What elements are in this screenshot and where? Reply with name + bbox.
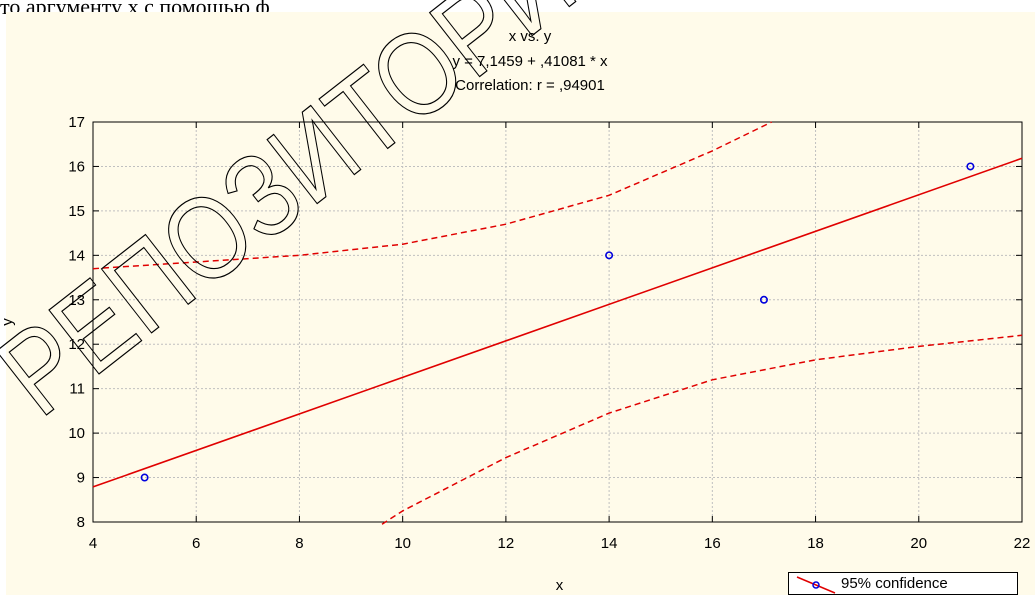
axis-ticks: 4 6 8 10 12 14 16 18 20 22 8 9 10 11 12 13 14 15 16 17: [68, 114, 1030, 552]
confidence-bands: [92, 121, 1023, 525]
data-point: [759, 295, 768, 304]
x-tick-label: 12: [498, 535, 515, 552]
regression-line: [92, 157, 1023, 488]
correlation-text: Correlation: r = ,94901: [455, 77, 605, 94]
x-tick-label: 4: [89, 535, 97, 552]
x-tick-label: 20: [910, 535, 927, 552]
regression-fit: [92, 157, 1023, 488]
x-tick-label: 10: [394, 535, 411, 552]
regression-equation: y = 7,1459 + ,41081 * x: [452, 53, 608, 70]
y-tick-label: 11: [69, 381, 85, 398]
y-tick-label: 9: [77, 470, 85, 487]
grid: [93, 122, 1022, 522]
data-point: [140, 473, 149, 482]
data-point: [966, 162, 975, 171]
y-tick-label: 17: [68, 114, 85, 131]
y-tick-label: 16: [68, 158, 85, 175]
chart-title: x vs. y: [508, 28, 552, 45]
y-tick-label: 10: [68, 425, 85, 442]
x-tick-label: 6: [192, 535, 200, 552]
data-points: [140, 162, 975, 482]
upper-confidence-band: [92, 121, 773, 270]
x-tick-label: 14: [601, 535, 618, 552]
legend: 95% confidence: [788, 572, 1018, 595]
x-axis-label: x: [556, 577, 564, 594]
data-point: [605, 251, 614, 260]
y-tick-label: 13: [68, 292, 85, 309]
legend-swatch-icon: [796, 576, 836, 594]
chart-panel: [6, 12, 1035, 595]
y-tick-label: 8: [77, 514, 85, 531]
x-tick-label: 16: [704, 535, 721, 552]
y-tick-label: 12: [68, 336, 85, 353]
legend-label: 95% confidence: [841, 575, 948, 592]
plot-frame: [92, 121, 1023, 523]
x-tick-label: 8: [295, 535, 303, 552]
y-tick-label: 14: [68, 247, 85, 264]
x-tick-label: 18: [807, 535, 824, 552]
y-tick-label: 15: [68, 203, 85, 220]
x-tick-label: 22: [1014, 535, 1031, 552]
lower-confidence-band: [381, 334, 1023, 525]
y-axis-label: y: [0, 318, 16, 326]
